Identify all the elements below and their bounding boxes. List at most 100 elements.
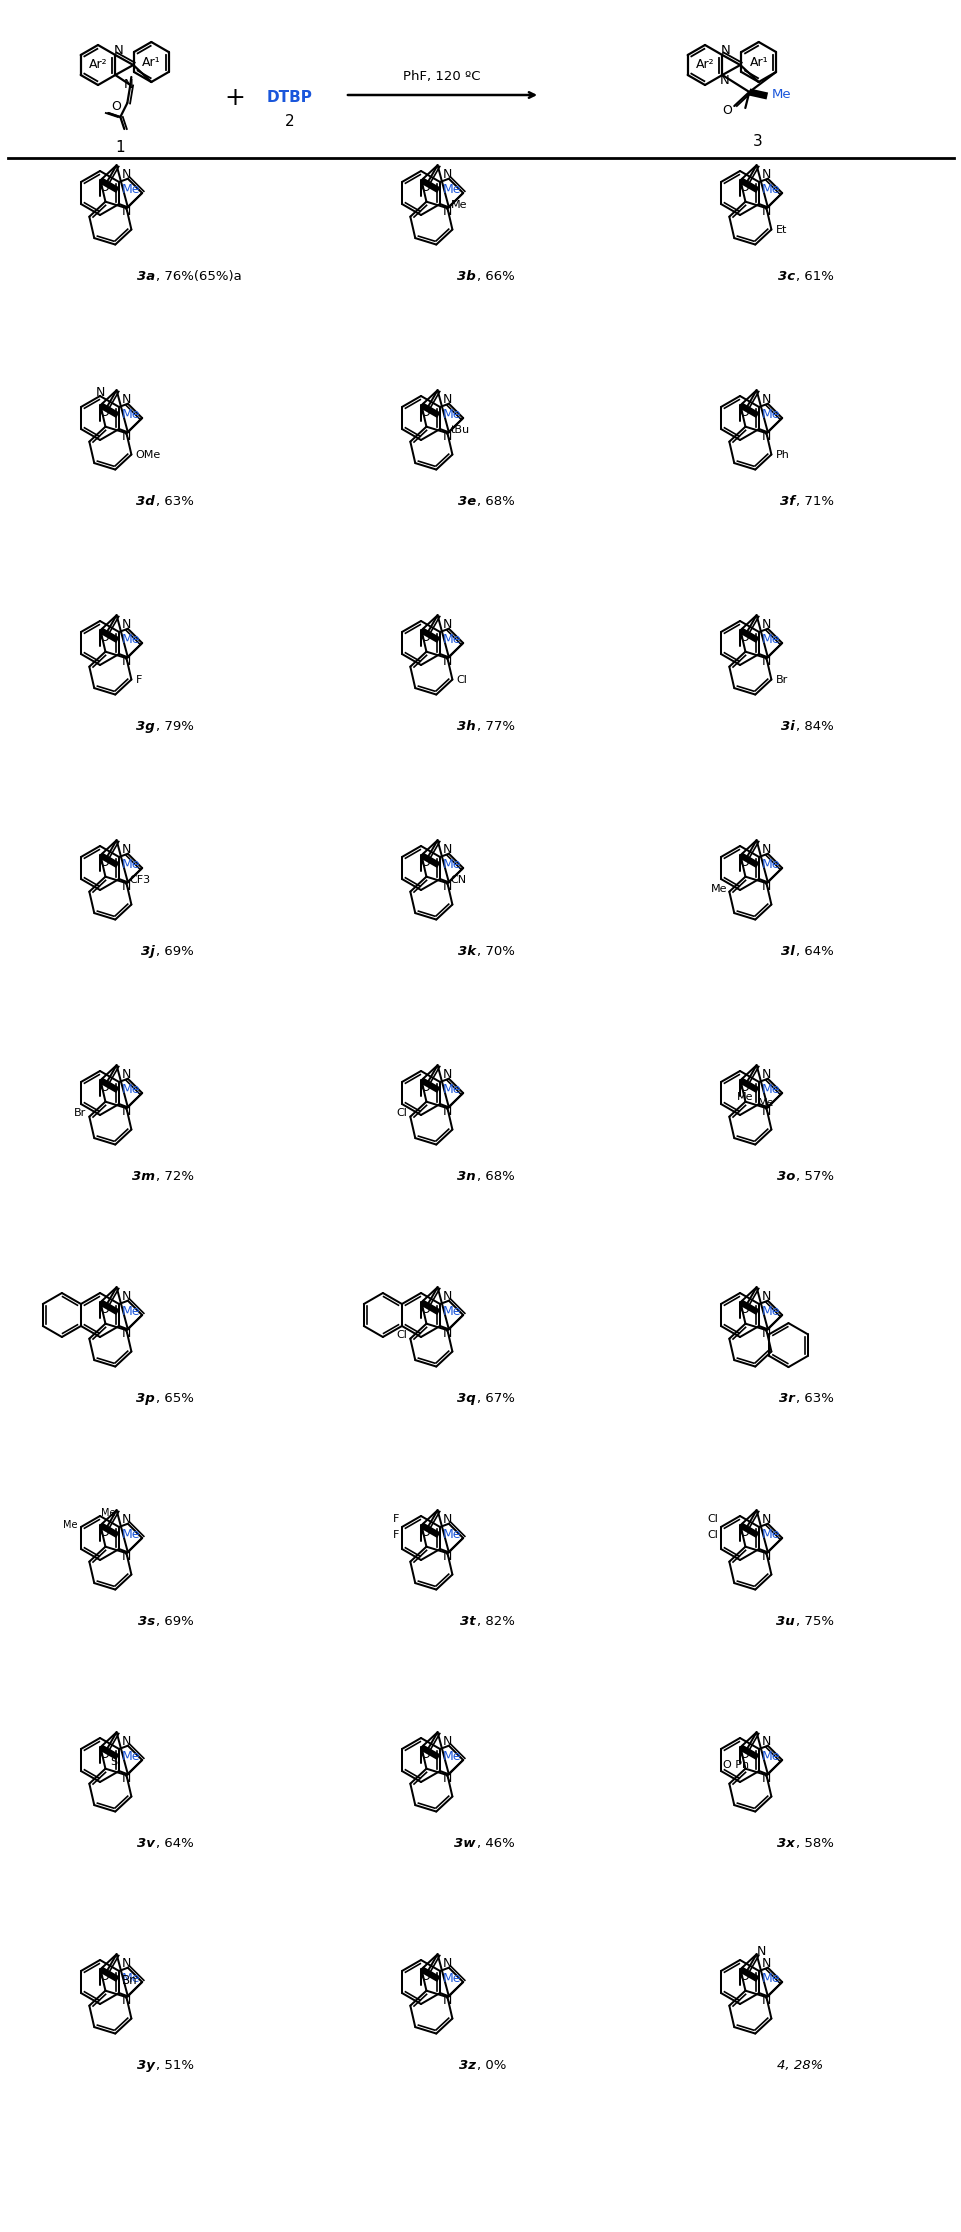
Text: 3k: 3k xyxy=(457,944,476,958)
Text: Me: Me xyxy=(122,183,140,196)
Text: N: N xyxy=(761,1549,771,1562)
Text: O: O xyxy=(420,181,430,194)
Text: Me: Me xyxy=(442,408,461,420)
Text: , 70%: , 70% xyxy=(477,944,514,958)
Text: Me: Me xyxy=(122,632,140,645)
Text: Me: Me xyxy=(761,857,779,870)
Text: N: N xyxy=(122,1326,132,1339)
Text: O: O xyxy=(111,100,121,114)
Text: , 67%: , 67% xyxy=(477,1393,514,1404)
Text: N: N xyxy=(761,879,771,893)
Text: 3z: 3z xyxy=(458,2058,476,2071)
Text: Me: Me xyxy=(761,632,779,645)
Text: N: N xyxy=(761,1326,771,1339)
Text: N: N xyxy=(443,1513,452,1527)
Text: DTBP: DTBP xyxy=(267,92,312,105)
Text: O: O xyxy=(99,857,109,870)
Text: N: N xyxy=(443,654,452,667)
Text: Cl: Cl xyxy=(706,1513,717,1524)
Text: 3v: 3v xyxy=(137,1837,155,1850)
Text: N: N xyxy=(122,879,132,893)
Text: Cl: Cl xyxy=(456,674,467,685)
Text: N: N xyxy=(443,1993,452,2007)
Text: N: N xyxy=(761,1734,771,1748)
Text: N: N xyxy=(443,1105,452,1118)
Text: 3l: 3l xyxy=(780,944,794,958)
Text: 3t: 3t xyxy=(460,1616,476,1627)
Text: N: N xyxy=(761,1993,771,2007)
Text: Me: Me xyxy=(761,1750,779,1763)
Text: 3o: 3o xyxy=(776,1170,794,1183)
Text: Bn: Bn xyxy=(122,1973,137,1986)
Text: O: O xyxy=(738,1971,749,1984)
Text: N: N xyxy=(443,1290,452,1303)
Text: N: N xyxy=(443,1957,452,1971)
Text: , 69%: , 69% xyxy=(156,944,193,958)
Text: O: O xyxy=(99,1080,109,1094)
Text: N: N xyxy=(443,431,452,442)
Text: N: N xyxy=(122,654,132,667)
Text: Me: Me xyxy=(771,89,790,100)
Text: , 63%: , 63% xyxy=(795,1393,833,1404)
Text: Me: Me xyxy=(757,1098,774,1107)
Text: Me: Me xyxy=(761,1971,779,1984)
Text: 3g: 3g xyxy=(136,721,155,732)
Text: N: N xyxy=(761,1290,771,1303)
Text: N: N xyxy=(719,74,728,87)
Text: O: O xyxy=(738,1748,749,1761)
Text: N: N xyxy=(122,618,132,632)
Text: Me: Me xyxy=(450,201,466,210)
Text: N: N xyxy=(122,431,132,442)
Text: , 64%: , 64% xyxy=(156,1837,193,1850)
Text: 3f: 3f xyxy=(779,496,794,509)
Text: N: N xyxy=(122,1549,132,1562)
Text: 3q: 3q xyxy=(456,1393,476,1404)
Text: , 51%: , 51% xyxy=(156,2058,194,2071)
Text: O: O xyxy=(738,1080,749,1094)
Text: OMe: OMe xyxy=(136,449,160,460)
Text: Me: Me xyxy=(122,1527,140,1540)
Text: N: N xyxy=(443,1326,452,1339)
Text: Me: Me xyxy=(442,632,461,645)
Text: N: N xyxy=(122,1772,132,1786)
Text: 3n: 3n xyxy=(456,1170,476,1183)
Text: , 75%: , 75% xyxy=(795,1616,833,1627)
Text: O: O xyxy=(99,1748,109,1761)
Text: 3u: 3u xyxy=(776,1616,794,1627)
Text: 3i: 3i xyxy=(780,721,794,732)
Text: O: O xyxy=(420,1080,430,1094)
Text: , 79%: , 79% xyxy=(156,721,194,732)
Text: Cl: Cl xyxy=(396,1330,407,1339)
Text: N: N xyxy=(122,844,132,857)
Text: N: N xyxy=(443,618,452,632)
Text: N: N xyxy=(95,386,105,400)
Text: N: N xyxy=(761,618,771,632)
Text: O: O xyxy=(420,1971,430,1984)
Text: F: F xyxy=(392,1529,399,1540)
Text: 4, 28%: 4, 28% xyxy=(776,2058,823,2071)
Text: N: N xyxy=(113,42,123,56)
Text: O: O xyxy=(738,632,749,645)
Text: CN: CN xyxy=(450,875,466,886)
Text: N: N xyxy=(443,205,452,219)
Text: Me: Me xyxy=(442,1971,461,1984)
Text: Me: Me xyxy=(442,1527,461,1540)
Text: Me: Me xyxy=(761,1083,779,1096)
Text: Me: Me xyxy=(122,1750,140,1763)
Text: O: O xyxy=(420,406,430,420)
Text: Ph: Ph xyxy=(775,449,788,460)
Text: N: N xyxy=(761,393,771,406)
Text: N: N xyxy=(122,1957,132,1971)
Text: O: O xyxy=(99,1303,109,1317)
Text: Me: Me xyxy=(442,183,461,196)
Text: N: N xyxy=(761,205,771,219)
Text: N: N xyxy=(443,1069,452,1080)
Text: , 63%: , 63% xyxy=(156,496,194,509)
Text: Me: Me xyxy=(122,1971,140,1984)
Text: O: O xyxy=(738,406,749,420)
Text: O: O xyxy=(420,1748,430,1761)
Text: , 71%: , 71% xyxy=(795,496,833,509)
Text: tBu: tBu xyxy=(450,424,469,435)
Text: N: N xyxy=(443,1549,452,1562)
Text: 3c: 3c xyxy=(777,270,794,283)
